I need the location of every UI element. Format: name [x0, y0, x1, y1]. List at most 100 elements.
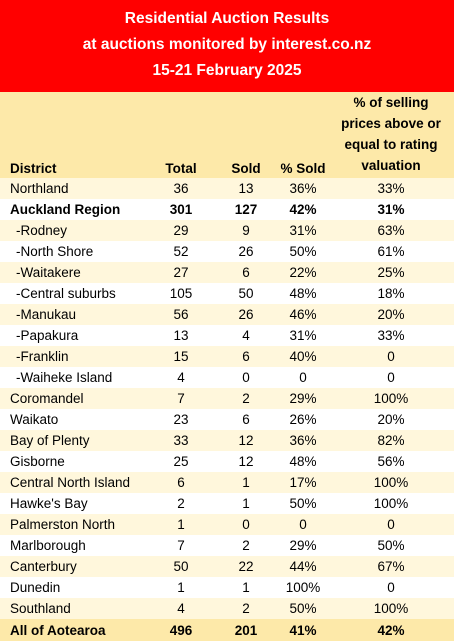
- total-cell-valuation: 42%: [377, 622, 405, 638]
- cell-district: Southland: [10, 601, 71, 616]
- total-cell-sold: 201: [234, 622, 258, 638]
- cell-total: 50: [173, 559, 189, 574]
- cell-sold: 2: [242, 538, 250, 553]
- cell-total: 52: [173, 244, 189, 259]
- cell-total: 27: [173, 265, 189, 280]
- cell-sold: 1: [242, 475, 250, 490]
- total-cell-district: All of Aotearoa: [10, 622, 106, 638]
- cell-pct-sold: 48%: [289, 454, 317, 469]
- total-cell-pct-sold: 41%: [289, 622, 317, 638]
- cell-pct-sold: 44%: [289, 559, 317, 574]
- cell-district: -Manukau: [16, 307, 77, 322]
- cell-district: Hawke's Bay: [10, 496, 88, 511]
- cell-pct-sold: 36%: [289, 433, 317, 448]
- table-row: Marlborough 7 2 29% 50%: [0, 535, 454, 556]
- cell-sold: 127: [234, 202, 258, 217]
- cell-total: 6: [177, 475, 185, 490]
- cell-valuation: 67%: [377, 559, 405, 574]
- cell-pct-sold: 50%: [289, 601, 317, 616]
- title-line-2: at auctions monitored by interest.co.nz: [82, 36, 372, 53]
- cell-valuation: 20%: [377, 307, 405, 322]
- table-row: Central North Island 6 1 17% 100%: [0, 472, 454, 493]
- cell-district: Central North Island: [10, 475, 131, 490]
- cell-total: 1: [177, 517, 185, 532]
- cell-district: Dunedin: [10, 580, 61, 595]
- title-line-3: 15-21 February 2025: [152, 62, 302, 79]
- cell-pct-sold: 42%: [289, 202, 317, 217]
- table-header-row: District Total Sold % Sold % of selling …: [0, 92, 454, 178]
- cell-pct-sold: 46%: [289, 307, 317, 322]
- valuation-header-line: prices above or: [341, 116, 441, 131]
- table-row: Southland 4 2 50% 100%: [0, 598, 454, 619]
- cell-valuation: 56%: [377, 454, 405, 469]
- cell-district: -Waiheke Island: [16, 370, 113, 385]
- cell-valuation: 31%: [377, 202, 405, 217]
- cell-sold: 2: [242, 391, 250, 406]
- cell-pct-sold: 17%: [289, 475, 317, 490]
- column-header-sold: Sold: [231, 161, 261, 176]
- cell-total: 4: [177, 370, 185, 385]
- cell-total: 301: [169, 202, 193, 217]
- cell-sold: 26: [238, 307, 254, 322]
- cell-district: Bay of Plenty: [10, 433, 90, 448]
- cell-valuation: 33%: [377, 181, 405, 196]
- cell-district: Northland: [10, 181, 69, 196]
- column-header-district: District: [10, 161, 57, 176]
- table-row: -Manukau 56 26 46% 20%: [0, 304, 454, 325]
- valuation-header-line: valuation: [361, 158, 421, 173]
- cell-pct-sold: 100%: [285, 580, 321, 595]
- cell-pct-sold: 36%: [289, 181, 317, 196]
- cell-total: 2: [177, 496, 185, 511]
- table-row: Gisborne 25 12 48% 56%: [0, 451, 454, 472]
- cell-pct-sold: 22%: [289, 265, 317, 280]
- cell-district: Gisborne: [10, 454, 65, 469]
- cell-valuation: 100%: [373, 475, 409, 490]
- results-table: District Total Sold % Sold % of selling …: [0, 92, 454, 641]
- cell-district: -Franklin: [16, 349, 69, 364]
- cell-total: 7: [177, 538, 185, 553]
- cell-total: 13: [173, 328, 189, 343]
- cell-total: 33: [173, 433, 189, 448]
- cell-sold: 13: [238, 181, 254, 196]
- cell-district: Waikato: [10, 412, 59, 427]
- cell-pct-sold: 29%: [289, 538, 317, 553]
- cell-sold: 22: [238, 559, 254, 574]
- table-row: -Franklin 15 6 40% 0: [0, 346, 454, 367]
- cell-district: -Waitakere: [16, 265, 81, 280]
- cell-valuation: 100%: [373, 496, 409, 511]
- cell-pct-sold: 40%: [289, 349, 317, 364]
- total-cell-total: 496: [169, 622, 193, 638]
- cell-valuation: 25%: [377, 265, 405, 280]
- cell-sold: 12: [238, 454, 254, 469]
- table-row: Canterbury 50 22 44% 67%: [0, 556, 454, 577]
- valuation-header-line: equal to rating: [344, 137, 438, 152]
- cell-pct-sold: 50%: [289, 244, 317, 259]
- cell-total: 1: [177, 580, 185, 595]
- cell-pct-sold: 29%: [289, 391, 317, 406]
- cell-total: 25: [173, 454, 189, 469]
- cell-sold: 0: [242, 370, 250, 385]
- cell-sold: 26: [238, 244, 254, 259]
- cell-valuation: 0: [387, 370, 395, 385]
- cell-district: -Rodney: [16, 223, 68, 238]
- column-header-pct-sold: % Sold: [280, 161, 326, 176]
- cell-district: Palmerston North: [10, 517, 116, 532]
- cell-pct-sold: 50%: [289, 496, 317, 511]
- cell-valuation: 18%: [377, 286, 405, 301]
- cell-total: 23: [173, 412, 189, 427]
- cell-valuation: 100%: [373, 391, 409, 406]
- cell-district: Marlborough: [10, 538, 86, 553]
- cell-sold: 0: [242, 517, 250, 532]
- cell-sold: 6: [242, 349, 250, 364]
- cell-valuation: 0: [387, 517, 395, 532]
- valuation-header-line: % of selling: [353, 95, 429, 110]
- column-header-total: Total: [165, 161, 197, 176]
- cell-pct-sold: 26%: [289, 412, 317, 427]
- table-row: Palmerston North 1 0 0 0: [0, 514, 454, 535]
- cell-valuation: 0: [387, 580, 395, 595]
- table-row: Waikato 23 6 26% 20%: [0, 409, 454, 430]
- cell-valuation: 63%: [377, 223, 405, 238]
- cell-valuation: 61%: [377, 244, 405, 259]
- table-row: -Waitakere 27 6 22% 25%: [0, 262, 454, 283]
